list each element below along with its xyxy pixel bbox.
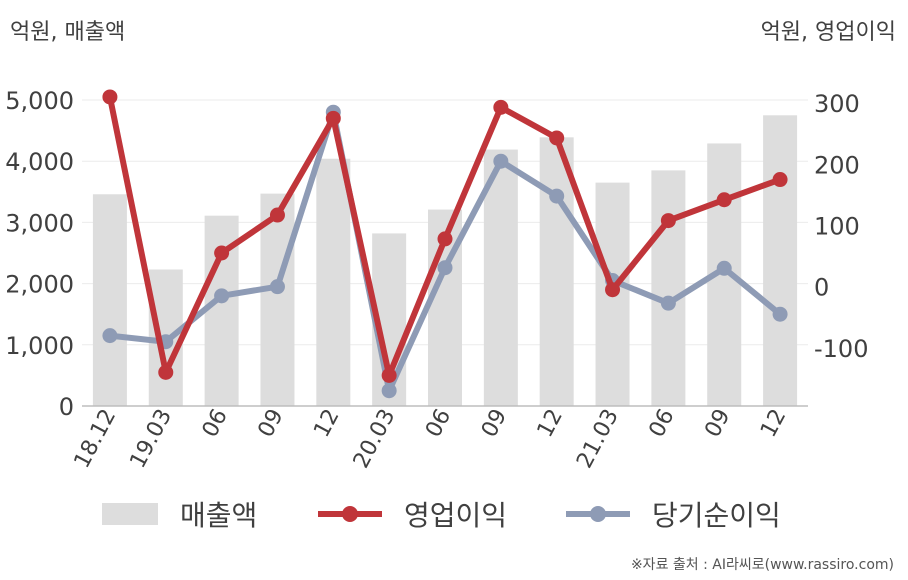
bar-revenue bbox=[316, 158, 351, 406]
right-axis-tick-label: 300 bbox=[814, 90, 860, 118]
x-axis-tick-label: 12 bbox=[533, 405, 568, 441]
x-axis-tick-label: 12 bbox=[756, 405, 791, 441]
point-operating-profit bbox=[158, 364, 174, 380]
legend-label-revenue: 매출액 bbox=[180, 499, 258, 532]
line-series bbox=[102, 89, 788, 399]
right-axis-tick-label: -100 bbox=[814, 335, 868, 363]
point-net-income bbox=[493, 153, 509, 169]
point-operating-profit bbox=[605, 282, 621, 298]
legend-swatch-revenue bbox=[102, 503, 158, 525]
point-net-income bbox=[716, 260, 732, 276]
x-axis-tick-label: 19.03 bbox=[125, 405, 177, 472]
combo-chart: 0 1,000 2,000 3,000 4,000 5,000 -100 0 100 200 300… bbox=[5, 87, 868, 472]
bar-series bbox=[92, 115, 798, 407]
x-axis-tick-label: 09 bbox=[477, 405, 512, 441]
legend-swatch-operating-profit bbox=[318, 503, 382, 525]
point-operating-profit bbox=[772, 172, 788, 188]
point-net-income bbox=[660, 295, 676, 311]
left-axis-tick-label: 5,000 bbox=[5, 87, 74, 115]
legend-item-net-income: 당기순이익 bbox=[566, 492, 781, 536]
left-axis-tick-label: 1,000 bbox=[5, 332, 74, 360]
x-axis-tick-label: 06 bbox=[421, 405, 456, 441]
x-axis-tick-label: 09 bbox=[254, 405, 289, 441]
bar-revenue bbox=[92, 194, 127, 406]
point-operating-profit bbox=[437, 231, 453, 247]
left-axis-unit-label: 억원, 매출액 bbox=[10, 20, 126, 45]
left-axis-tick-label: 0 bbox=[59, 393, 74, 421]
bar-revenue bbox=[763, 115, 798, 407]
bar-revenue bbox=[651, 170, 686, 406]
point-operating-profit bbox=[325, 110, 341, 126]
right-axis-tick-label: 200 bbox=[814, 151, 860, 179]
legend-swatch-net-income bbox=[566, 503, 630, 525]
right-axis-tick-label: 100 bbox=[814, 212, 860, 240]
bar-revenue bbox=[539, 137, 574, 406]
point-net-income bbox=[102, 328, 118, 344]
point-operating-profit bbox=[493, 99, 509, 115]
x-axis-tick-label: 20.03 bbox=[349, 405, 401, 472]
x-axis-tick-label: 06 bbox=[644, 405, 679, 441]
x-axis-tick-label: 18.12 bbox=[70, 405, 122, 472]
point-net-income bbox=[772, 306, 788, 322]
point-operating-profit bbox=[269, 207, 285, 223]
left-axis-tick-label: 4,000 bbox=[5, 148, 74, 176]
x-axis-tick-label: 09 bbox=[700, 405, 735, 441]
x-axis-tick-label: 21.03 bbox=[572, 405, 624, 472]
point-net-income bbox=[549, 188, 565, 204]
bar-revenue bbox=[260, 193, 295, 406]
point-operating-profit bbox=[716, 192, 732, 208]
legend-item-operating-profit: 영업이익 bbox=[318, 492, 507, 536]
point-operating-profit bbox=[549, 130, 565, 146]
left-axis-tick-label: 2,000 bbox=[5, 271, 74, 299]
point-operating-profit bbox=[660, 213, 676, 229]
point-operating-profit bbox=[102, 89, 118, 105]
point-net-income bbox=[269, 279, 285, 295]
point-net-income bbox=[214, 288, 230, 304]
left-axis-tick-label: 3,000 bbox=[5, 209, 74, 237]
right-axis-unit-label: 억원, 영업이익 bbox=[760, 20, 896, 45]
right-axis-tick-label: 0 bbox=[814, 274, 829, 302]
bar-revenue bbox=[483, 149, 518, 406]
x-axis-tick-label: 06 bbox=[198, 405, 233, 441]
point-net-income bbox=[381, 383, 397, 399]
point-net-income bbox=[437, 260, 453, 276]
legend: 매출액 영업이익 당기순이익 bbox=[0, 492, 908, 536]
source-credit: ※자료 출처 : AI라씨로(www.rassiro.com) bbox=[630, 557, 894, 573]
legend-item-revenue: 매출액 bbox=[102, 492, 257, 536]
legend-label-net-income: 당기순이익 bbox=[652, 499, 781, 532]
point-operating-profit bbox=[214, 245, 230, 261]
x-axis-tick-label: 12 bbox=[309, 405, 344, 441]
point-operating-profit bbox=[381, 367, 397, 383]
legend-label-operating-profit: 영업이익 bbox=[404, 499, 508, 532]
